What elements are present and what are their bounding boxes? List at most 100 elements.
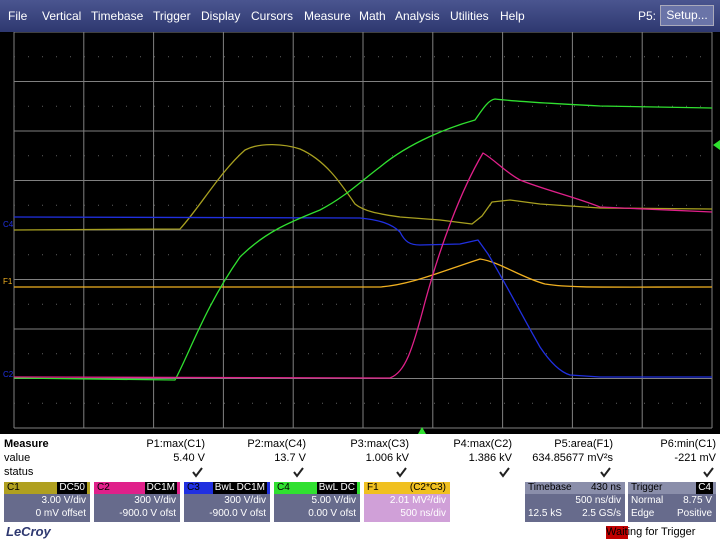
menu-item[interactable]: Utilities — [450, 9, 489, 23]
status-check — [396, 467, 407, 478]
row-label: status — [4, 466, 34, 478]
row-label: value — [4, 452, 31, 464]
timebase-per-div: 500 ns/div — [575, 495, 621, 506]
box-header: C3 BwL DC1M — [184, 482, 270, 494]
math-source: (C2*C3) — [409, 482, 446, 493]
grid — [13, 32, 720, 434]
trigger-row: Edge Positive — [628, 507, 716, 520]
channel-box: C3 BwL DC1M 300 V/div -900.0 V ofst — [184, 482, 270, 522]
trace-c4 — [13, 216, 712, 378]
param-value: -221 mV — [674, 452, 716, 464]
status-check — [600, 467, 611, 478]
box-header: C4 BwL DC — [274, 482, 360, 494]
param-value: 634.85677 mV²s — [532, 452, 613, 464]
status-check — [499, 467, 510, 478]
param-name: P1:max(C1) — [146, 438, 205, 450]
status-text: Waiting for Trigger — [606, 526, 696, 539]
timebase-delay: 430 ns — [590, 482, 621, 493]
status-check — [703, 467, 714, 478]
param-name: P6:min(C1) — [660, 438, 716, 450]
timebase-rate: 2.5 GS/s — [582, 508, 621, 519]
trigger-level: 8.75 V — [683, 495, 712, 506]
param-value: 1.386 kV — [468, 452, 512, 464]
box-header: Timebase 430 ns — [525, 482, 625, 494]
channel-tags: DC1M — [144, 482, 177, 494]
param-name: P4:max(C2) — [453, 438, 512, 450]
param-name: P2:max(C4) — [247, 438, 306, 450]
waveform-display: C4 F1 C2 — [0, 32, 720, 434]
param-name: P3:max(C3) — [350, 438, 409, 450]
offset-arrow — [713, 140, 720, 150]
trigger-box: Trigger C4 Normal 8.75 V Edge Positive — [628, 482, 716, 522]
trace-c1 — [13, 143, 713, 231]
channel-setting: 5.00 V/div — [311, 495, 356, 506]
menu-item[interactable]: File — [8, 9, 28, 23]
menu-item[interactable]: Measure — [304, 9, 351, 23]
trigger-type: Edge — [631, 508, 655, 519]
trace-c2 — [13, 152, 713, 379]
setup-button[interactable]: Setup... — [660, 5, 714, 26]
channel-tags: BwL DC1M — [212, 482, 267, 494]
timebase-samples: 12.5 kS — [528, 508, 562, 519]
channel-setting: 3.00 V/div — [41, 495, 86, 506]
channel-name: C4 — [277, 482, 290, 493]
trigger-row: Normal 8.75 V — [628, 494, 716, 507]
trigger-slope: Positive — [676, 508, 712, 519]
menu-item[interactable]: Math — [359, 9, 386, 23]
channel-tags: BwL DC — [316, 482, 357, 494]
status-check — [293, 467, 304, 478]
channel-marker: C2 — [3, 370, 14, 379]
status-check — [192, 467, 203, 478]
channel-tags: DC50 — [57, 482, 87, 494]
channel-setting: 0.00 V ofst — [308, 508, 356, 519]
trigger-mode: Normal — [631, 495, 664, 506]
math-setting: 500 ns/div — [400, 508, 446, 519]
channel-setting: -900.0 V ofst — [119, 508, 176, 519]
math-box: F1 (C2*C3) 2.01 MV²/div 500 ns/div — [364, 482, 450, 522]
timebase-box: Timebase 430 ns 500 ns/div 12.5 kS 2.5 GS/s — [525, 482, 625, 522]
timebase-title: Timebase — [528, 482, 572, 493]
menu-item[interactable]: Cursors — [251, 9, 294, 23]
channel-setting: 300 V/div — [224, 495, 266, 506]
channel-name: C2 — [97, 482, 110, 493]
channel-marker: F1 — [3, 277, 13, 286]
measure-table: Measure value status P1:max(C1) 5.40 V P2:max… — [0, 436, 720, 482]
menu-item[interactable]: Trigger — [153, 9, 191, 23]
channel-box: C1 DC50 3.00 V/div 0 mV offset — [4, 482, 90, 522]
box-header: C1 DC50 — [4, 482, 90, 494]
timebase-row: 12.5 kS 2.5 GS/s — [525, 507, 625, 520]
trigger-source: C4 — [696, 482, 713, 494]
trace-f1 — [14, 258, 713, 288]
brand: LeCroy — [6, 524, 51, 539]
trigger-arrow — [418, 427, 426, 434]
channel-setting: 0 mV offset — [35, 508, 86, 519]
box-header: Trigger C4 — [628, 482, 716, 494]
math-name: F1 — [367, 482, 379, 493]
trigger-status: Waiting for Trigger — [606, 526, 696, 538]
menu-item[interactable]: Help — [500, 9, 525, 23]
menu-item[interactable]: Analysis — [395, 9, 440, 23]
param-value: 13.7 V — [274, 452, 306, 464]
math-setting: 2.01 MV²/div — [389, 495, 446, 506]
check-icon — [600, 467, 611, 478]
param-name: P5:area(F1) — [554, 438, 613, 450]
box-header: C2 DC1M — [94, 482, 180, 494]
row-label: Measure — [4, 438, 49, 450]
channel-box: C2 DC1M 300 V/div -900.0 V ofst — [94, 482, 180, 522]
channel-marker: C4 — [3, 220, 14, 229]
channel-setting: 300 V/div — [134, 495, 176, 506]
channel-name: C3 — [187, 482, 200, 493]
channel-box: C4 BwL DC 5.00 V/div 0.00 V ofst — [274, 482, 360, 522]
trace-c3 — [13, 98, 713, 381]
check-icon — [396, 467, 407, 478]
menu-bar: P5: Setup... File Vertical Timebase Trigger… — [0, 0, 720, 32]
menu-item[interactable]: Timebase — [91, 9, 144, 23]
param-value: 5.40 V — [173, 452, 205, 464]
trigger-title: Trigger — [631, 482, 663, 493]
check-icon — [703, 467, 714, 478]
menu-item[interactable]: Display — [201, 9, 241, 23]
param-value: 1.006 kV — [365, 452, 409, 464]
menu-item[interactable]: Vertical — [42, 9, 82, 23]
channel-name: C1 — [7, 482, 20, 493]
